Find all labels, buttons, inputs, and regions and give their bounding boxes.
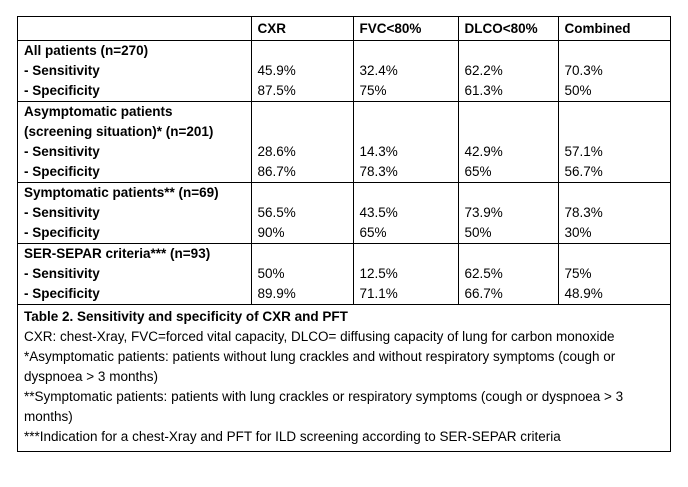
metric-row: - Sensitivity 45.9% 32.4% 62.2% 70.3%: [18, 61, 670, 81]
row-label: - Sensitivity: [24, 63, 100, 78]
value-cell: 78.3%: [557, 203, 670, 223]
value-cell: 90%: [250, 223, 353, 244]
value-cell: 12.5%: [352, 264, 458, 284]
metric-row: - Specificity 90% 65% 50% 30%: [18, 223, 670, 244]
empty-cell: [250, 243, 353, 264]
group-title-row: SER-SEPAR criteria*** (n=93): [18, 243, 670, 264]
value-cell: 28.6%: [250, 142, 353, 162]
empty-cell: [352, 243, 458, 264]
empty-cell: [457, 182, 558, 203]
empty-cell: [250, 182, 353, 203]
table-body: CXR FVC<80% DLCO<80% Combined All patients (…: [18, 17, 670, 304]
corner-cell: [18, 17, 251, 41]
table-frame: CXR FVC<80% DLCO<80% Combined All patients (…: [17, 16, 671, 452]
metric-row: - Specificity 89.9% 71.1% 66.7% 48.9%: [18, 284, 670, 304]
value-cell: 50%: [557, 81, 670, 102]
value-cell: 61.3%: [457, 81, 558, 102]
value-cell: 45.9%: [250, 61, 353, 81]
value-cell: 62.5%: [457, 264, 558, 284]
empty-cell: [557, 182, 670, 203]
empty-cell: [557, 40, 670, 61]
column-header: FVC<80%: [352, 17, 458, 41]
empty-cell: [352, 40, 458, 61]
value-cell: 78.3%: [352, 162, 458, 183]
value-cell: 75%: [557, 264, 670, 284]
empty-cell: [457, 243, 558, 264]
column-header: Combined: [557, 17, 670, 41]
metric-row: - Sensitivity 56.5% 43.5% 73.9% 78.3%: [18, 203, 670, 223]
value-cell: 87.5%: [250, 81, 353, 102]
column-header: DLCO<80%: [457, 17, 558, 41]
data-table: CXR FVC<80% DLCO<80% Combined All patients (…: [18, 17, 670, 304]
value-cell: 14.3%: [352, 142, 458, 162]
value-cell: 43.5%: [352, 203, 458, 223]
empty-cell: [457, 101, 558, 142]
metric-row: - Sensitivity 28.6% 14.3% 42.9% 57.1%: [18, 142, 670, 162]
caption-note: CXR: chest-Xray, FVC=forced vital capaci…: [24, 329, 615, 344]
group-title-row: Asymptomatic patients (screening situati…: [18, 101, 670, 142]
value-cell: 66.7%: [457, 284, 558, 304]
caption-note: *Asymptomatic patients: patients without…: [24, 349, 616, 384]
caption-note: ***Indication for a chest-Xray and PFT f…: [24, 429, 561, 444]
row-label: - Specificity: [24, 286, 100, 301]
caption: Table 2. Sensitivity and specificity of …: [18, 304, 670, 451]
value-cell: 65%: [352, 223, 458, 244]
empty-cell: [457, 40, 558, 61]
metric-row: - Sensitivity 50% 12.5% 62.5% 75%: [18, 264, 670, 284]
caption-note: **Symptomatic patients: patients with lu…: [24, 389, 624, 424]
value-cell: 50%: [457, 223, 558, 244]
row-label: - Sensitivity: [24, 266, 100, 281]
empty-cell: [250, 101, 353, 142]
value-cell: 70.3%: [557, 61, 670, 81]
column-header: CXR: [250, 17, 353, 41]
value-cell: 50%: [250, 264, 353, 284]
value-cell: 56.7%: [557, 162, 670, 183]
header-row: CXR FVC<80% DLCO<80% Combined: [18, 17, 670, 41]
empty-cell: [250, 40, 353, 61]
value-cell: 56.5%: [250, 203, 353, 223]
row-label: - Specificity: [24, 83, 100, 98]
group-title-row: Symptomatic patients** (n=69): [18, 182, 670, 203]
group-title: Asymptomatic patients (screening situati…: [18, 101, 251, 142]
group-title: Symptomatic patients** (n=69): [18, 182, 251, 203]
value-cell: 30%: [557, 223, 670, 244]
group-title: All patients (n=270): [18, 40, 251, 61]
value-cell: 65%: [457, 162, 558, 183]
row-label: - Specificity: [24, 225, 100, 240]
value-cell: 42.9%: [457, 142, 558, 162]
value-cell: 57.1%: [557, 142, 670, 162]
row-label: - Sensitivity: [24, 144, 100, 159]
metric-row: - Specificity 87.5% 75% 61.3% 50%: [18, 81, 670, 102]
value-cell: 75%: [352, 81, 458, 102]
empty-cell: [352, 101, 458, 142]
empty-cell: [557, 101, 670, 142]
value-cell: 48.9%: [557, 284, 670, 304]
metric-row: - Specificity 86.7% 78.3% 65% 56.7%: [18, 162, 670, 183]
value-cell: 62.2%: [457, 61, 558, 81]
empty-cell: [352, 182, 458, 203]
value-cell: 73.9%: [457, 203, 558, 223]
row-label: - Sensitivity: [24, 205, 100, 220]
value-cell: 32.4%: [352, 61, 458, 81]
group-title: SER-SEPAR criteria*** (n=93): [18, 243, 251, 264]
value-cell: 89.9%: [250, 284, 353, 304]
row-label: - Specificity: [24, 164, 100, 179]
empty-cell: [557, 243, 670, 264]
value-cell: 71.1%: [352, 284, 458, 304]
caption-title: Table 2. Sensitivity and specificity of …: [24, 309, 348, 324]
group-title-row: All patients (n=270): [18, 40, 670, 61]
value-cell: 86.7%: [250, 162, 353, 183]
